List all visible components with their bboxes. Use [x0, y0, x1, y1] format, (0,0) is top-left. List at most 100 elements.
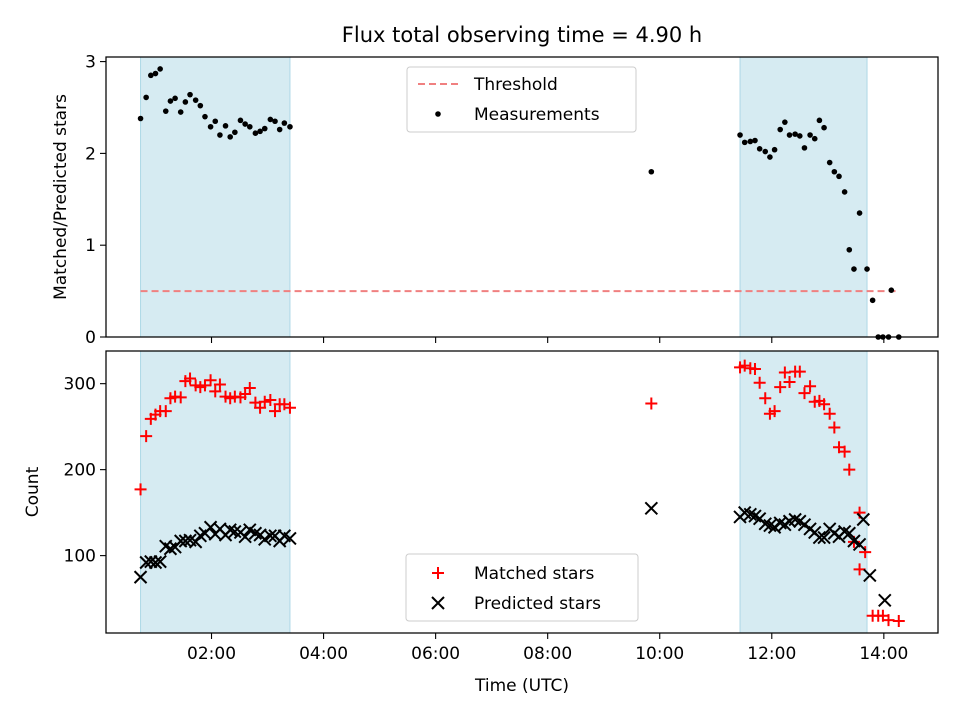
predicted-star-point: [758, 517, 772, 531]
chart-title: Flux total observing time = 4.90 h: [342, 23, 702, 47]
matched-star-point: [778, 366, 791, 379]
measurement-points: [137, 66, 902, 340]
predicted-star-point: [153, 554, 167, 569]
measurement-point: [182, 99, 189, 105]
x-tick-label: 10:00: [635, 644, 684, 664]
measurement-point: [846, 246, 853, 253]
measurement-point: [762, 148, 769, 155]
matched-star-point: [198, 379, 211, 392]
predicted-star-point: [148, 555, 163, 570]
matched-star-point: [753, 376, 766, 389]
measurement-point: [143, 94, 149, 101]
y-tick-label: 200: [64, 461, 96, 481]
x-tick-label: 14:00: [859, 644, 908, 664]
measurement-point: [212, 118, 219, 125]
predicted-star-point: [817, 530, 831, 545]
measurement-point: [786, 132, 793, 138]
predicted-star-point: [812, 530, 827, 545]
measurement-point: [767, 154, 773, 160]
measurement-point: [826, 159, 833, 166]
measurement-point: [869, 297, 876, 304]
measurement-point: [864, 266, 870, 272]
matched-star-point: [828, 421, 841, 434]
predicted-star-point: [878, 593, 892, 608]
y-tick-label: 100: [64, 547, 96, 567]
matched-star-point: [254, 401, 267, 414]
predicted-star-point: [223, 523, 237, 537]
measurement-point: [192, 97, 199, 103]
predicted-star-point: [852, 537, 867, 552]
measurement-point: [187, 91, 193, 98]
matched-star-point: [823, 407, 836, 420]
shaded-interval: [140, 56, 291, 338]
measurement-point: [856, 210, 863, 216]
measurement-point: [648, 168, 655, 175]
measurement-point: [782, 119, 788, 125]
matched-star-point: [174, 391, 187, 404]
measurement-point: [202, 113, 208, 120]
predicted-star-point: [856, 512, 871, 527]
x-tick-label: 08:00: [523, 644, 572, 664]
x-tick-label: 12:00: [747, 644, 796, 664]
measurement-point: [821, 124, 827, 131]
predicted-star-point: [763, 518, 777, 533]
matched-star-point: [853, 563, 866, 576]
measurement-point: [217, 132, 223, 138]
legend-matched-label: Matched stars: [474, 564, 594, 584]
measurement-point: [157, 66, 163, 72]
measurement-point: [797, 133, 803, 139]
matched-star-point: [783, 375, 796, 388]
measurement-point: [172, 95, 178, 102]
top-axes-frame: [105, 56, 939, 338]
predicted-star-point: [163, 542, 178, 556]
measurement-point: [148, 72, 154, 79]
top-legend: Threshold Measurements: [406, 66, 637, 133]
predicted-star-point: [228, 524, 242, 539]
legend-threshold-label: Threshold: [473, 75, 558, 95]
measurement-point: [831, 168, 838, 175]
measurement-point: [222, 123, 229, 129]
y-tick-label: 0: [85, 328, 96, 348]
matched-star-point: [159, 405, 172, 418]
bottom-y-ticks: 100 200 300: [64, 375, 106, 567]
measurement-point: [237, 117, 244, 124]
predicted-star-point: [863, 568, 877, 583]
predicted-star-point: [644, 501, 659, 516]
matched-star-point: [804, 380, 817, 393]
bottom-legend: Matched stars Predicted stars: [405, 553, 639, 622]
measurement-point: [261, 125, 268, 132]
matched-star-point: [264, 394, 277, 407]
matched-star-point: [204, 374, 217, 387]
predicted-star-point: [263, 529, 278, 543]
top-y-axis-label: Matched/Predicted stars: [51, 94, 71, 300]
measurement-point: [807, 132, 813, 138]
x-tick-label: 06:00: [411, 644, 460, 664]
measurement-point: [287, 123, 293, 130]
matched-star-point: [258, 395, 271, 408]
predicted-star-point: [743, 507, 758, 522]
predicted-star-point: [788, 512, 802, 527]
measurement-point: [836, 173, 842, 180]
measurement-point: [197, 102, 204, 109]
measurement-point: [152, 70, 159, 77]
top-legend-box: [406, 66, 637, 133]
matched-star-point: [818, 398, 831, 411]
measurement-point: [771, 146, 778, 153]
top-y-ticks: 0 1 2 3: [85, 53, 106, 348]
predicted-star-point: [238, 529, 252, 544]
matched-star-point: [748, 363, 761, 376]
matched-star-point: [283, 401, 296, 414]
matched-star-point: [838, 445, 851, 458]
matched-star-point: [793, 365, 806, 378]
measurement-point: [737, 132, 743, 138]
measurement-point: [276, 126, 283, 133]
measurement-point: [792, 131, 798, 137]
matched-stars-points: [134, 359, 905, 627]
predicted-star-point: [283, 531, 297, 546]
measurement-point: [752, 137, 758, 144]
x-tick-label: 04:00: [299, 644, 348, 664]
legend-predicted-label: Predicted stars: [474, 594, 601, 614]
measurement-point: [272, 118, 278, 125]
measurement-point: [777, 126, 783, 133]
